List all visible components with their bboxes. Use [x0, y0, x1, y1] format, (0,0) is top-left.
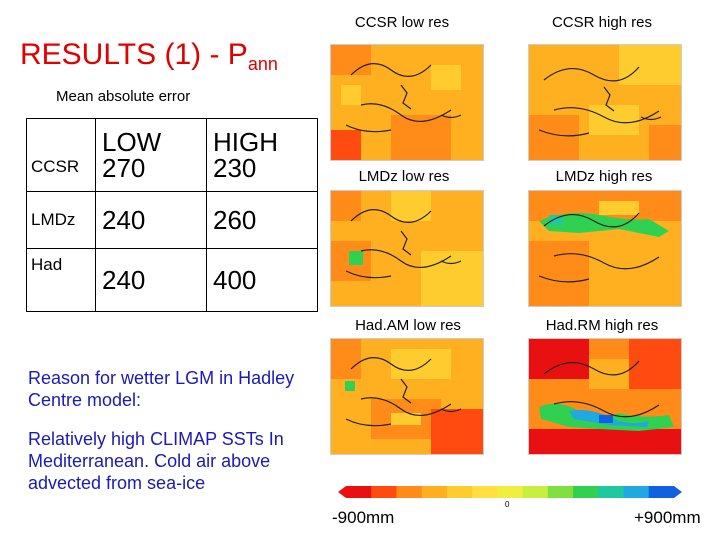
- map-label-ccsr-low: CCSR low res: [322, 14, 482, 31]
- colorbar-min-label: -900mm: [332, 508, 394, 528]
- table-row: LMDz 240 260: [27, 192, 318, 249]
- colorbar-segment: [447, 486, 473, 498]
- map-ccsr-high: [528, 44, 682, 161]
- mean-absolute-error-table: CCSR LOW 270 HIGH 230 LMDz 240 260 Had 2…: [26, 118, 318, 312]
- colorbar-min-arrow: [338, 486, 346, 498]
- colorbar-max-arrow: [674, 486, 682, 498]
- table-caption: Mean absolute error: [56, 88, 190, 105]
- map-label-lmdz-low: LMDz low res: [324, 168, 484, 185]
- table-row: CCSR LOW 270 HIGH 230: [27, 119, 318, 192]
- table-row: Had 240 400: [27, 249, 318, 312]
- colorbar-segment: [422, 486, 448, 498]
- cell-value: 260: [207, 192, 318, 249]
- colorbar-segment: [624, 486, 650, 498]
- map-label-lmdz-high: LMDz high res: [524, 168, 684, 185]
- colorbar-segment: [598, 486, 624, 498]
- map-label-hadam-low: Had.AM low res: [328, 317, 488, 334]
- colorbar-segment: [573, 486, 599, 498]
- explanation-note: Relatively high CLIMAP SSTs In Mediterra…: [28, 428, 318, 494]
- cell-value: 400: [207, 249, 318, 312]
- map-label-ccsr-high: CCSR high res: [522, 14, 682, 31]
- colorbar-segment: [472, 486, 498, 498]
- cell-value: 240: [96, 249, 207, 312]
- colorbar-segment: [548, 486, 574, 498]
- colorbar-segment: [371, 486, 397, 498]
- reason-note: Reason for wetter LGM in Hadley Centre m…: [28, 367, 318, 411]
- map-lmdz-high: [528, 190, 682, 307]
- colorbar-zero-label: 0: [505, 500, 509, 509]
- cell-value: 270: [102, 155, 206, 181]
- colorbar-segment: [649, 486, 675, 498]
- colorbar-max-label: +900mm: [634, 508, 701, 528]
- column-header-high: HIGH: [213, 129, 317, 155]
- map-hadam-low: [330, 338, 484, 455]
- row-label: Had: [27, 249, 96, 312]
- slide-title: RESULTS (1) - Pann: [20, 38, 278, 75]
- table-cell: LOW 270: [96, 119, 207, 192]
- column-header-low: LOW: [102, 129, 206, 155]
- row-label: LMDz: [27, 192, 96, 249]
- colorbar: [338, 485, 682, 497]
- table-cell: HIGH 230: [207, 119, 318, 192]
- map-hadrm-high: [528, 338, 682, 455]
- colorbar-segment: [497, 486, 523, 498]
- colorbar-segment: [523, 486, 549, 498]
- map-lmdz-low: [330, 190, 484, 307]
- cell-value: 230: [213, 155, 317, 181]
- row-label: CCSR: [27, 119, 96, 192]
- colorbar-segment: [346, 486, 372, 498]
- colorbar-segment: [396, 486, 422, 498]
- cell-value: 240: [96, 192, 207, 249]
- map-ccsr-low: [330, 44, 484, 161]
- map-label-hadrm-high: Had.RM high res: [522, 317, 682, 334]
